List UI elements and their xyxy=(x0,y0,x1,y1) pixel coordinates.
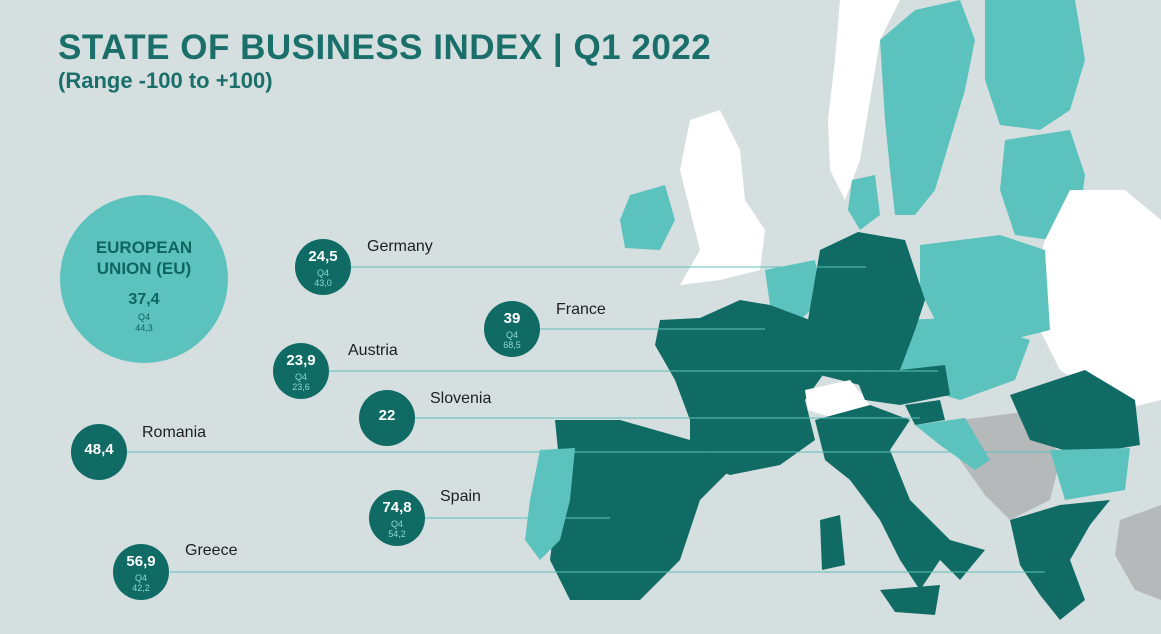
region-ireland xyxy=(620,185,675,250)
greece-badge: 56,9 Q4 42,2 xyxy=(113,544,169,600)
region-spain xyxy=(550,420,730,600)
germany-prev-label: Q4 xyxy=(316,268,329,278)
slovenia-value: 22 xyxy=(378,407,396,424)
eu-label-line2: UNION (EU) xyxy=(96,259,192,278)
spain-value: 74,8 xyxy=(382,499,412,516)
germany-badge: 24,5 Q4 43,0 xyxy=(295,239,351,295)
region-benelux xyxy=(765,260,822,320)
france-value: 39 xyxy=(503,310,521,327)
region-slovenia xyxy=(905,400,945,425)
eu-label-line1: EUROPEAN xyxy=(95,238,193,257)
romania-value: 48,4 xyxy=(84,441,114,458)
germany-prev-value: 43,0 xyxy=(314,278,332,288)
austria-value: 23,9 xyxy=(286,352,316,369)
region-denmark xyxy=(848,175,880,230)
region-poland xyxy=(920,235,1050,345)
eu-value: 37,4 xyxy=(128,291,160,308)
region-romania xyxy=(1010,370,1140,455)
austria-badge: 23,9 Q4 23,6 xyxy=(273,343,329,399)
eu-label: EUROPEAN UNION (EU) xyxy=(60,237,228,279)
austria-prev-label: Q4 xyxy=(294,372,307,382)
france-prev-label: Q4 xyxy=(505,330,518,340)
eu-prev: Q4 44,3 xyxy=(60,312,228,334)
france-badge: 39 Q4 68,5 xyxy=(484,301,540,357)
eu-badge: EUROPEAN UNION (EU) 37,4 Q4 44,3 xyxy=(60,195,228,363)
region-croatia xyxy=(915,418,990,470)
france-prev-value: 68,5 xyxy=(503,340,521,350)
germany-prev: Q4 43,0 xyxy=(295,268,351,288)
france-label: France xyxy=(556,301,606,318)
greece-label: Greece xyxy=(185,542,238,559)
greece-prev: Q4 42,2 xyxy=(113,573,169,593)
region-sardinia xyxy=(820,515,845,570)
eu-prev-value: 44,3 xyxy=(135,323,153,333)
austria-prev-value: 23,6 xyxy=(292,382,310,392)
greece-prev-value: 42,2 xyxy=(132,583,150,593)
region-austria xyxy=(855,365,950,405)
region-greece xyxy=(1010,500,1110,620)
slovenia-label: Slovenia xyxy=(430,390,492,407)
spain-badge: 74,8 Q4 54,2 xyxy=(369,490,425,546)
germany-label: Germany xyxy=(367,238,433,255)
austria-label: Austria xyxy=(348,342,398,359)
region-east xyxy=(1035,190,1161,410)
spain-prev: Q4 54,2 xyxy=(369,519,425,539)
region-germany xyxy=(808,232,925,385)
spain-label: Spain xyxy=(440,488,481,505)
france-prev: Q4 68,5 xyxy=(484,330,540,350)
austria-prev: Q4 23,6 xyxy=(273,372,329,392)
region-norway xyxy=(828,0,900,200)
greece-prev-label: Q4 xyxy=(134,573,147,583)
region-france xyxy=(655,300,830,475)
region-finland xyxy=(985,0,1085,130)
region-sicily xyxy=(880,585,940,615)
region-sweden xyxy=(880,0,975,215)
region-italy xyxy=(815,405,985,590)
region-bulgaria xyxy=(1050,448,1130,500)
page-title: STATE OF BUSINESS INDEX | Q1 2022 xyxy=(58,28,712,67)
spain-prev-label: Q4 xyxy=(390,519,403,529)
connector-lines xyxy=(126,266,1075,573)
germany-value: 24,5 xyxy=(308,248,338,265)
romania-badge: 48,4 xyxy=(71,424,127,480)
eu-prev-label: Q4 xyxy=(137,312,150,322)
romania-label: Romania xyxy=(142,424,207,441)
region-turkey xyxy=(1115,505,1161,600)
greece-value: 56,9 xyxy=(126,553,156,570)
spain-prev-value: 54,2 xyxy=(388,529,406,539)
region-uk xyxy=(680,110,765,285)
page-subtitle: (Range -100 to +100) xyxy=(58,68,273,93)
slovenia-badge: 22 xyxy=(359,390,415,446)
region-portugal xyxy=(525,448,575,560)
